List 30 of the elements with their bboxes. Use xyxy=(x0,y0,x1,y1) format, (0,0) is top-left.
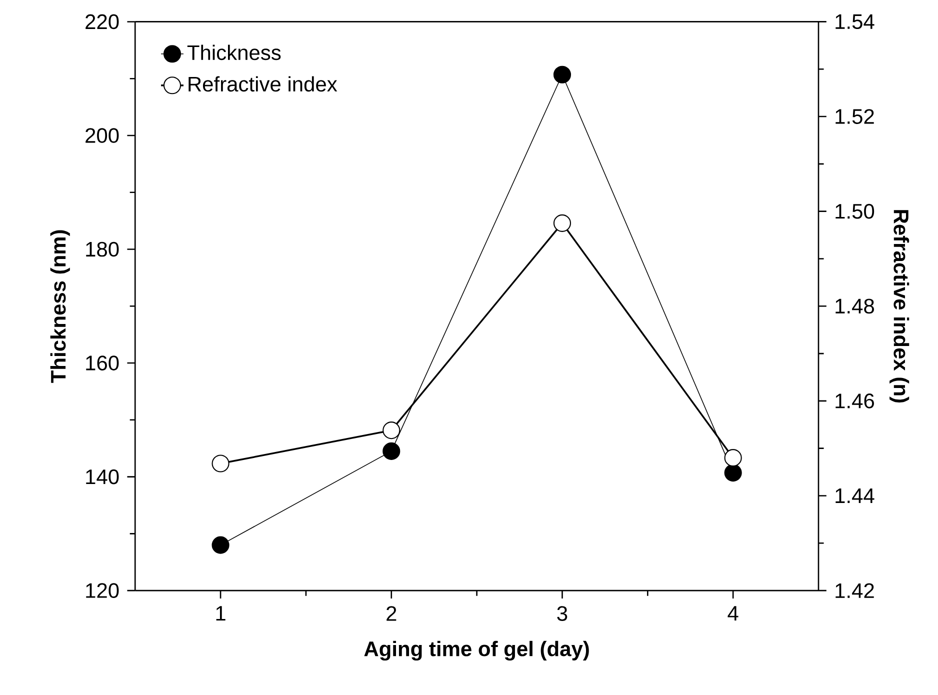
x-axis-title: Aging time of gel (day) xyxy=(364,640,589,660)
point xyxy=(382,421,400,440)
y2-tick-label: 1.52 xyxy=(836,108,874,124)
point xyxy=(553,214,572,232)
point xyxy=(212,454,230,472)
y2-axis-title: Refractive index (n) xyxy=(890,210,910,402)
y-tick-label: 120 xyxy=(86,583,119,598)
point xyxy=(212,536,230,554)
y-tick-label: 160 xyxy=(86,355,119,370)
x-tick-label: 3 xyxy=(557,606,568,621)
y-axis-title: Thickness (nm) xyxy=(50,230,70,383)
y2-tick-label: 1.54 xyxy=(836,14,874,29)
y2-tick-label: 1.42 xyxy=(836,583,874,598)
y-tick-label: 140 xyxy=(86,469,119,484)
point xyxy=(382,442,400,460)
point xyxy=(553,66,572,84)
y-tick-label: 220 xyxy=(86,14,119,30)
legend-label: Thickness xyxy=(187,44,281,60)
y2-tick-label: 1.44 xyxy=(836,488,874,503)
y2-tick-label: 1.46 xyxy=(836,393,874,408)
y-tick-label: 200 xyxy=(86,128,119,143)
x-tick-label: 2 xyxy=(386,606,396,621)
y2-tick-label: 1.50 xyxy=(836,204,874,219)
point xyxy=(724,464,742,482)
x-tick-label: 1 xyxy=(216,606,226,620)
legend-label: Refractive index xyxy=(188,76,338,92)
y-tick-label: 180 xyxy=(86,242,119,257)
y2-tick-label: 1.48 xyxy=(836,298,874,314)
point xyxy=(724,448,742,467)
x-tick-label: 4 xyxy=(728,606,738,620)
